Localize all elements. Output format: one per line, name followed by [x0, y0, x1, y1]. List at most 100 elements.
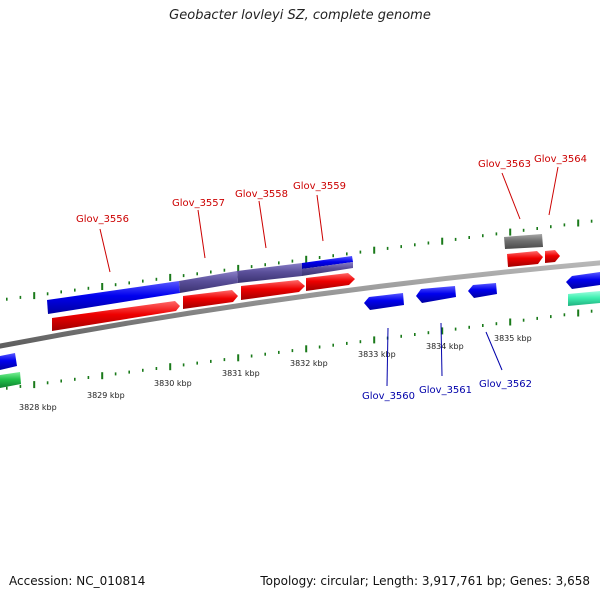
inner-tick: [291, 349, 294, 353]
label-glov-3562: Glov_3562: [479, 379, 532, 390]
inner-tick: [441, 327, 444, 335]
inner-tick: [563, 313, 566, 317]
gene-glov-3562[interactable]: [468, 283, 497, 298]
scale-label-3828: 3828 kbp: [19, 403, 57, 412]
outer-tick: [250, 265, 253, 269]
leader-glov-3556: [99, 228, 111, 273]
outer-tick: [46, 292, 49, 296]
outer-tick: [237, 264, 240, 272]
gene-glov-3558-reverse[interactable]: [241, 280, 305, 300]
gene-glov-3561[interactable]: [416, 286, 456, 303]
inner-tick: [19, 384, 22, 388]
gene-glov-3563-pseudo[interactable]: [504, 234, 543, 249]
outer-tick: [400, 245, 402, 249]
outer-tick: [128, 281, 130, 285]
inner-tick: [210, 359, 212, 363]
gene-glov-3563-reverse[interactable]: [507, 251, 543, 267]
genome-summary-text: Topology: circular; Length: 3,917,761 bp…: [260, 574, 590, 588]
inner-tick: [142, 368, 144, 372]
gene-glov-3557-forward[interactable]: [179, 271, 238, 293]
inner-tick: [169, 363, 172, 371]
gene-glov-3557-reverse[interactable]: [183, 290, 238, 309]
genome-backbone: [0, 260, 600, 349]
inner-tick: [468, 325, 470, 329]
label-glov-3558: Glov_3558: [235, 189, 288, 200]
label-glov-3564: Glov_3564: [534, 154, 587, 165]
leader-glov-3558: [258, 200, 267, 249]
outer-tick: [87, 286, 90, 290]
leader-glov-3562: [485, 331, 503, 371]
outer-tick: [346, 252, 348, 256]
outer-tick: [6, 297, 8, 301]
leader-glov-3563: [501, 172, 521, 220]
outer-tick: [427, 241, 430, 245]
gene-glov-3556-reverse[interactable]: [52, 301, 180, 331]
inner-tick: [590, 309, 593, 313]
outer-tick: [332, 254, 334, 258]
gene-glov-3560[interactable]: [364, 293, 404, 310]
inner-tick: [550, 315, 552, 319]
scale-label-3829: 3829 kbp: [87, 391, 125, 400]
scale-label-3835: 3835 kbp: [494, 334, 532, 343]
outer-tick: [482, 234, 484, 238]
outer-tick: [101, 283, 104, 290]
outer-tick: [454, 237, 457, 241]
outer-tick: [264, 263, 266, 267]
label-glov-3557: Glov_3557: [172, 198, 225, 209]
inner-tick: [33, 381, 36, 389]
inner-tick: [250, 354, 253, 358]
inner-tick: [60, 379, 62, 383]
gene-glov-3564-reverse[interactable]: [545, 250, 560, 263]
outer-tick: [563, 223, 566, 227]
outer-tick: [182, 274, 185, 278]
outer-tick: [577, 219, 580, 227]
leader-glov-3559: [316, 194, 324, 242]
outer-tick-ring: [6, 219, 593, 301]
outer-tick: [550, 225, 552, 229]
inner-tick: [495, 322, 498, 326]
inner-tick: [87, 376, 90, 379]
outer-tick: [509, 228, 512, 236]
outer-tick: [441, 237, 444, 245]
outer-tick: [19, 295, 22, 299]
inner-tick: [414, 333, 416, 336]
outer-tick: [114, 283, 117, 287]
inner-tick: [155, 367, 158, 370]
label-glov-3559: Glov_3559: [293, 181, 346, 192]
outer-tick: [60, 290, 62, 294]
outer-tick: [318, 256, 321, 259]
gene-glov-3559-forward[interactable]: [302, 256, 353, 269]
inner-tick: [509, 318, 512, 326]
outer-tick: [155, 277, 158, 281]
gene-glov-3556-forward[interactable]: [47, 281, 180, 314]
outer-tick: [169, 273, 172, 281]
gene-glov-3558-forward[interactable]: [237, 263, 302, 283]
outer-tick: [468, 236, 470, 239]
inner-tick: [454, 327, 457, 331]
inner-tick: [427, 331, 430, 335]
inner-tick: [6, 386, 8, 390]
inner-tick: [223, 358, 226, 362]
scale-label-3833: 3833 kbp: [358, 350, 396, 359]
inner-tick: [577, 309, 580, 317]
inner-tick: [346, 341, 348, 345]
outer-tick: [278, 261, 280, 265]
gene-partial-right-blue[interactable]: [566, 272, 600, 289]
accession-text: Accession: NC_010814: [9, 574, 146, 588]
gene-partial-left-green[interactable]: [0, 372, 21, 388]
inner-tick: [305, 345, 308, 353]
outer-tick: [210, 270, 212, 274]
gene-partial-left-blue[interactable]: [0, 353, 17, 370]
outer-tick: [74, 288, 76, 292]
scale-label-3830: 3830 kbp: [154, 379, 192, 388]
leader-glov-3557: [197, 209, 206, 259]
gene-glov-3559-overlap[interactable]: [302, 262, 353, 276]
inner-tick: [101, 372, 104, 380]
label-glov-3556: Glov_3556: [76, 214, 129, 225]
inner-tick: [114, 372, 117, 376]
outer-tick: [414, 243, 416, 247]
feature-partial-right-teal[interactable]: [568, 291, 600, 306]
gene-glov-3559-reverse[interactable]: [306, 273, 355, 291]
outer-tick: [305, 255, 308, 263]
